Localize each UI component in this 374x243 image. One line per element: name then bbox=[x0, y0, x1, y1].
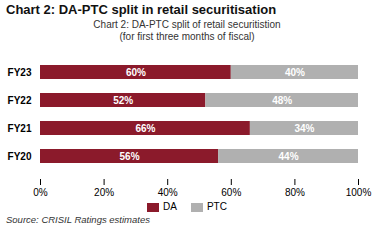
svg-text:34%: 34% bbox=[294, 123, 314, 134]
svg-text:40%: 40% bbox=[285, 67, 305, 78]
html-text:Chart 2: DA-PTC split in retai: Chart 2: DA-PTC split in retail securiti… bbox=[6, 2, 277, 17]
svg-text:56%: 56% bbox=[120, 151, 140, 162]
svg-text:66%: 66% bbox=[135, 123, 155, 134]
svg-text:60%: 60% bbox=[126, 67, 146, 78]
svg-text:FY23: FY23 bbox=[8, 67, 32, 78]
html-text:Chart 2: DA-PTC split of retai: Chart 2: DA-PTC split of retail securiti… bbox=[93, 19, 281, 30]
svg-text:44%: 44% bbox=[279, 151, 299, 162]
html-text:(for first three months of fis: (for first three months of fiscal) bbox=[119, 31, 255, 42]
svg-text:60%: 60% bbox=[221, 187, 241, 198]
svg-text:0%: 0% bbox=[33, 187, 48, 198]
svg-text:80%: 80% bbox=[285, 187, 305, 198]
svg-text:100%: 100% bbox=[346, 187, 372, 198]
svg-text:52%: 52% bbox=[113, 95, 133, 106]
html-text:PTC: PTC bbox=[207, 201, 227, 212]
html-text:DA: DA bbox=[163, 201, 177, 212]
svg-text:FY20: FY20 bbox=[8, 151, 32, 162]
html-text:Source: CRISIL Ratings estimat: Source: CRISIL Ratings estimates bbox=[6, 214, 150, 225]
svg-text:20%: 20% bbox=[94, 187, 114, 198]
svg-text:FY22: FY22 bbox=[8, 95, 32, 106]
svg-text:48%: 48% bbox=[272, 95, 292, 106]
svg-text:FY21: FY21 bbox=[8, 123, 32, 134]
svg-text:40%: 40% bbox=[158, 187, 178, 198]
